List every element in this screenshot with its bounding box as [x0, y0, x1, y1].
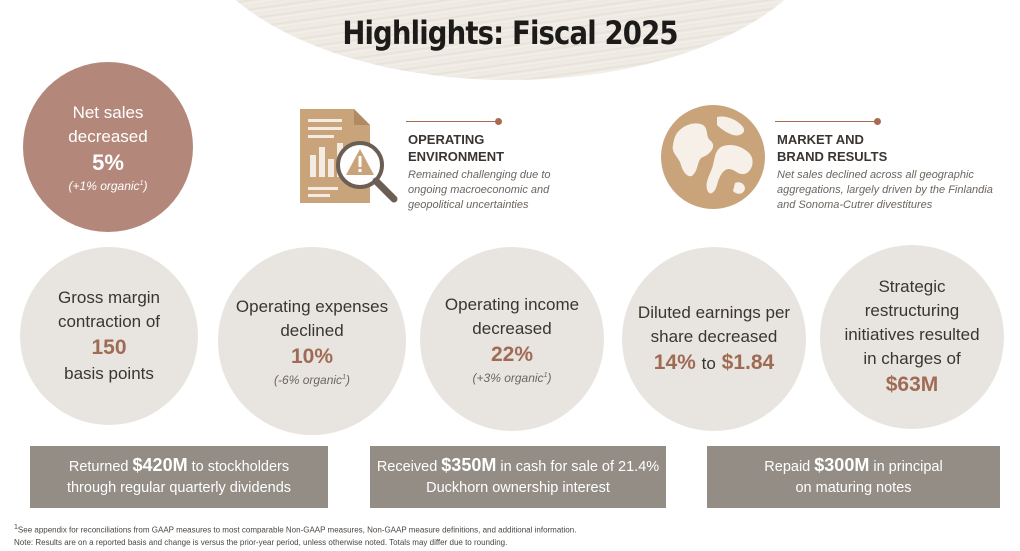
restructuring-circle: Strategic restructuring initiatives resu… — [820, 245, 1004, 429]
operating-expenses-line2: declined — [280, 321, 344, 340]
market-brand-block: MARKET AND BRAND RESULTS Net sales decli… — [777, 131, 1012, 213]
net-sales-line2: decreased — [68, 127, 148, 146]
operating-environment-divider — [406, 121, 498, 122]
restructuring-line2: restructuring — [864, 301, 960, 320]
operating-expenses-line1: Operating expenses — [235, 297, 389, 316]
diluted-eps-values: 14% to $1.84 — [654, 349, 774, 378]
document-chart-warning-icon — [300, 109, 398, 203]
diluted-eps-value1: 14% — [653, 350, 696, 374]
market-brand-divider — [775, 121, 877, 122]
net-sales-value: 5% — [92, 150, 124, 175]
notes-repaid-banner: Repaid $300M in principal on maturing no… — [707, 446, 1000, 508]
diluted-eps-circle: Diluted earnings per share decreased 14%… — [622, 247, 806, 431]
net-sales-line1: Net sales — [72, 103, 144, 122]
gross-margin-line1: Gross margin — [57, 288, 161, 307]
page-title: Highlights: Fiscal 2025 — [342, 14, 678, 52]
restructuring-line4: in charges of — [863, 349, 961, 368]
market-brand-desc: Net sales declined across all geographic… — [777, 169, 993, 211]
operating-environment-desc: Remained challenging due to ongoing macr… — [408, 169, 551, 211]
footnote-line2: Note: Results are on a reported basis an… — [14, 537, 508, 547]
diluted-eps-line2: share decreased — [650, 326, 778, 346]
operating-environment-dot — [495, 118, 502, 125]
diluted-eps-line1: Diluted earnings per — [637, 302, 791, 322]
duckhorn-sale-banner-line1: Received $350M in cash for sale of 21.4% — [376, 455, 660, 475]
gross-margin-value: 150 — [91, 336, 127, 359]
operating-environment-heading-2: ENVIRONMENT — [408, 149, 505, 164]
restructuring-line1: Strategic — [878, 277, 946, 296]
market-brand-heading-2: BRAND RESULTS — [777, 149, 888, 164]
diluted-eps-connector: to — [701, 353, 716, 373]
notes-repaid-banner-line1: Repaid $300M in principal — [764, 455, 943, 475]
operating-expenses-value: 10% — [290, 345, 334, 368]
gross-margin-circle: Gross margin contraction of 150 basis po… — [20, 247, 198, 425]
operating-environment-block: OPERATING ENVIRONMENT Remained challengi… — [408, 131, 628, 213]
dividends-banner-line2: through regular quarterly dividends — [66, 480, 292, 496]
operating-income-circle: Operating income decreased 22% (+3% orga… — [420, 247, 604, 431]
operating-income-value: 22% — [490, 343, 534, 366]
footnote-line1: 1See appendix for reconciliations from G… — [14, 524, 577, 535]
footnote: 1See appendix for reconciliations from G… — [14, 522, 576, 549]
operating-income-line2: decreased — [472, 319, 552, 338]
gross-margin-line3: basis points — [64, 364, 154, 383]
operating-income-line1: Operating income — [444, 295, 580, 314]
duckhorn-sale-banner-line2: Duckhorn ownership interest — [426, 480, 610, 496]
net-sales-circle: Net sales decreased 5% (+1% organic1) — [23, 62, 193, 232]
notes-repaid-banner-line2: on maturing notes — [795, 480, 912, 496]
gross-margin-line2: contraction of — [57, 312, 161, 331]
restructuring-value: $63M — [885, 373, 939, 396]
dividends-banner-line1: Returned $420M to stockholders — [68, 455, 290, 475]
globe-icon — [661, 105, 765, 209]
net-sales-note: (+1% organic1) — [68, 179, 148, 193]
duckhorn-sale-banner: Received $350M in cash for sale of 21.4%… — [370, 446, 666, 508]
operating-environment-heading-1: OPERATING — [408, 132, 485, 147]
operating-expenses-note: (-6% organic1) — [274, 373, 350, 387]
restructuring-line3: initiatives resulted — [844, 325, 980, 344]
dividends-banner: Returned $420M to stockholders through r… — [30, 446, 328, 508]
market-brand-dot — [874, 118, 881, 125]
diluted-eps-value2: $1.84 — [721, 350, 775, 374]
operating-income-note: (+3% organic1) — [472, 371, 552, 385]
market-brand-heading-1: MARKET AND — [777, 132, 864, 147]
operating-expenses-circle: Operating expenses declined 10% (-6% org… — [218, 247, 406, 435]
